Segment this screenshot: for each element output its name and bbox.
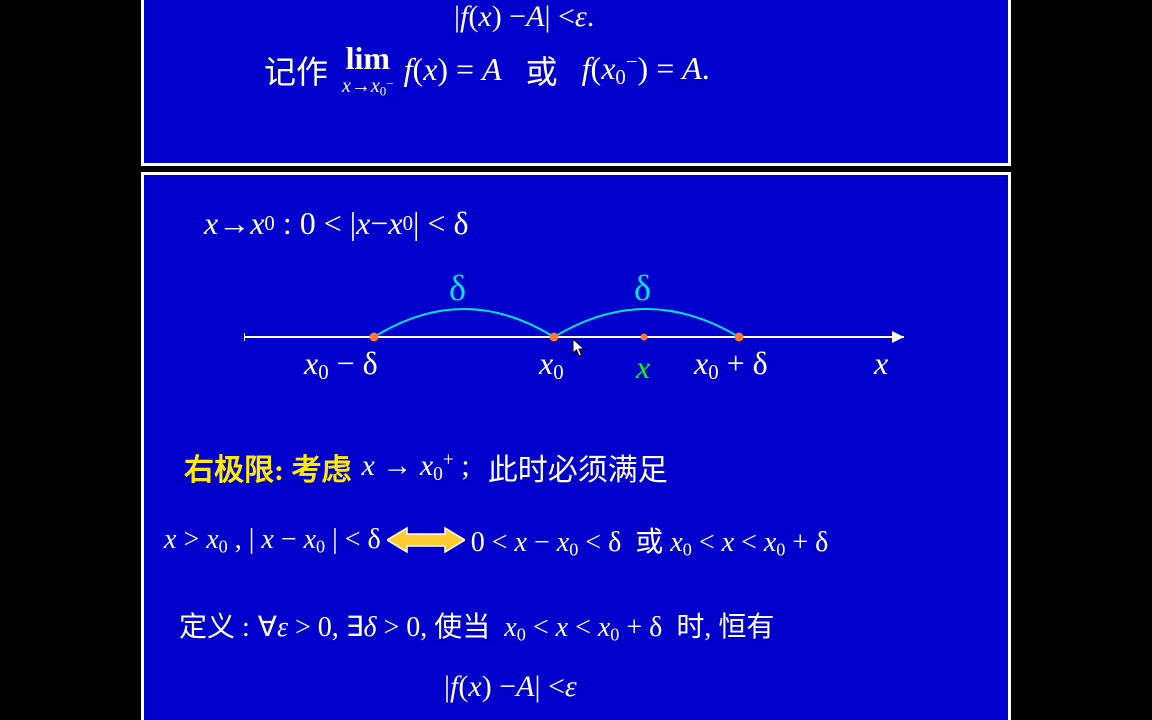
left-tick-label: x0 − δ: [304, 345, 378, 385]
def-body: ∀ε > 0, ∃δ > 0, 使当 x0 < x < x0 + δ 时, 恒有: [258, 605, 775, 646]
definition-line: 定义 : ∀ε > 0, ∃δ > 0, 使当 x0 < x < x0 + δ …: [179, 605, 774, 646]
cursor-icon: [572, 338, 586, 358]
equiv-right: 0 < x − x0 < δ 或 x0 < x < x0 + δ: [471, 520, 829, 561]
axis-end-label: x: [874, 345, 888, 382]
or-label: 或: [526, 47, 558, 93]
number-line-diagram: δ δ x0 − δ x0 x x0 + δ x: [244, 275, 924, 425]
right-limit-prefix: 右极限: 考虑: [184, 445, 352, 489]
biarrow-icon: [387, 526, 465, 554]
def-prefix: 定义 :: [179, 605, 250, 645]
delta-right-label: δ: [634, 267, 651, 309]
lim-block: lim x→x0−: [342, 42, 394, 97]
alt-expr: f(x0−) = A.: [582, 50, 710, 90]
lim-expr: f(x) = A: [404, 51, 502, 88]
right-limit-tail: 此时必须满足: [488, 445, 668, 489]
delta-left-label: δ: [449, 267, 466, 309]
notation-line: 记作 lim x→x0− f(x) = A 或 f(x0−) = A.: [264, 42, 710, 97]
slide-panel-bottom: x → x0 : 0 < | x − x0 | < δ δ: [141, 172, 1011, 720]
x-tick-label: x: [636, 349, 650, 386]
equiv-left: x > x0 , | x − x0 | < δ: [164, 524, 381, 558]
cutoff-bottom: |f(x) − A| < ε: [444, 670, 577, 704]
right-tick-label: x0 + δ: [694, 345, 768, 385]
right-limit-line: 右极限: 考虑 x → x0+ ; 此时必须满足: [184, 445, 668, 489]
note-prefix: 记作: [264, 47, 328, 93]
right-limit-expr: x → x0+ ;: [362, 449, 470, 486]
mid-tick-label: x0: [539, 345, 564, 385]
condition-line: x → x0 : 0 < | x − x0 | < δ: [204, 205, 469, 242]
equiv-line: x > x0 , | x − x0 | < δ 0 < x − x0 < δ 或…: [164, 520, 828, 561]
cutoff-formula: |f(x) − A| < ε.: [454, 0, 594, 34]
slide-panel-top: |f(x) − A| < ε. 记作 lim x→x0− f(x) = A 或 …: [141, 0, 1011, 166]
